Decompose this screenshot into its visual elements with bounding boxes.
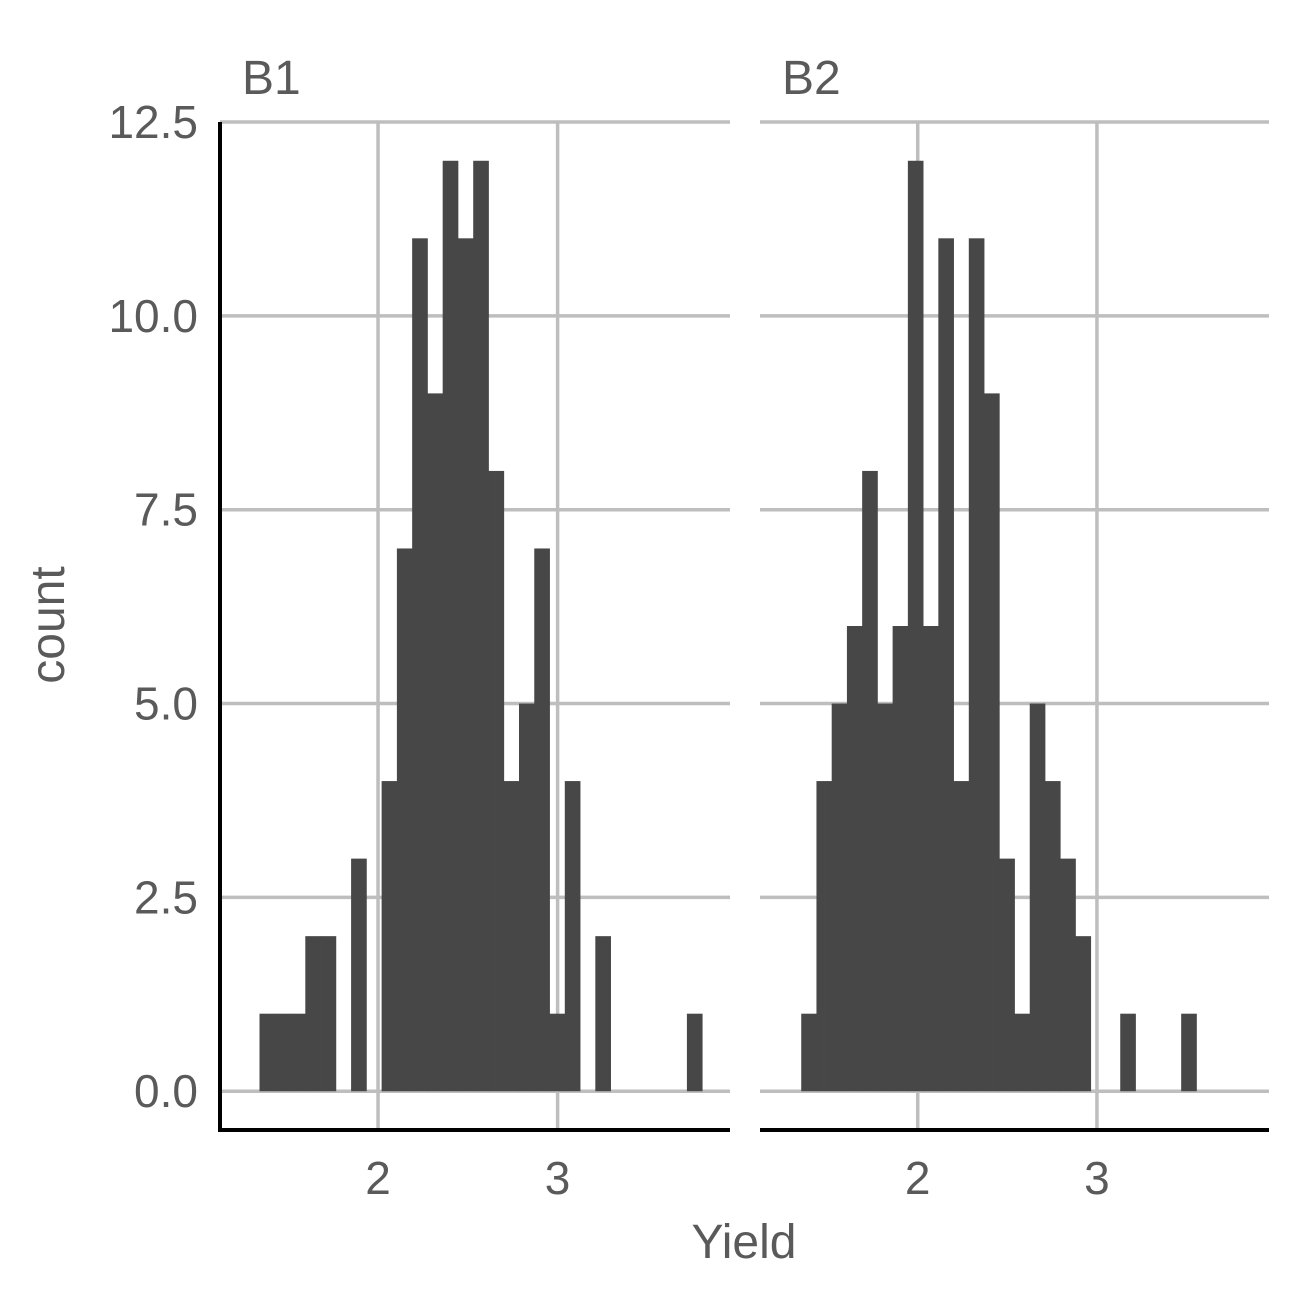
histogram-bar [396,548,413,1092]
x-tick-label: 3 [1084,1152,1110,1204]
histogram-bar [1044,781,1061,1092]
histogram-bar [381,781,398,1092]
y-tick-label: 10.0 [108,290,198,342]
histogram-bar [846,626,863,1092]
y-tick-label: 12.5 [108,96,198,148]
histogram-bar [518,703,535,1092]
histogram-bar [457,238,474,1092]
x-axis-title: Yield [692,1216,797,1269]
x-tick-label: 3 [545,1152,571,1204]
histogram-bar [1181,1013,1197,1092]
histogram-bar [953,781,970,1092]
histogram-bar [1014,1013,1031,1092]
histogram-bar [595,936,611,1092]
histogram-bar [259,1013,276,1092]
histogram-bar [503,781,520,1092]
histogram-bar [1075,936,1092,1092]
histogram-bar [442,160,459,1092]
histogram-bar [473,160,489,1092]
histogram-bar [907,160,924,1092]
histogram-bar [305,936,321,1092]
histogram-bar [999,858,1015,1092]
histogram-bar [877,703,894,1092]
histogram-bar [801,1013,817,1092]
y-tick-label: 0.0 [134,1065,198,1117]
histogram-bar [564,781,581,1092]
histogram-bar [534,548,550,1092]
histogram-bar [984,393,1000,1092]
histogram-bar [351,858,367,1092]
histogram-bar [816,781,833,1092]
histogram-bar [549,1013,566,1092]
y-tick-label: 7.5 [134,484,198,536]
histogram-bar [686,1013,703,1092]
histogram-bar [274,1013,291,1092]
facet-label: B1 [242,52,301,105]
histogram-bar [412,238,428,1092]
histogram-bar [427,393,444,1092]
histogram-bar [290,1013,306,1092]
histogram-bar [1029,703,1046,1092]
histogram-bar [892,626,909,1092]
histogram-bar [488,470,505,1092]
histogram-bar [938,238,954,1092]
facet-label: B2 [782,52,841,105]
histogram-bar [923,626,939,1092]
y-tick-label: 5.0 [134,678,198,730]
histogram-bar [968,238,985,1092]
histogram-bar [1120,1013,1136,1092]
histogram-bar [320,936,337,1092]
x-tick-label: 2 [905,1152,931,1204]
histogram-bar [1060,858,1076,1092]
y-tick-label: 2.5 [134,871,198,923]
x-tick-label: 2 [365,1152,391,1204]
histogram-bar [831,703,848,1092]
y-axis-title: count [22,566,75,683]
histogram-bar [862,470,878,1092]
